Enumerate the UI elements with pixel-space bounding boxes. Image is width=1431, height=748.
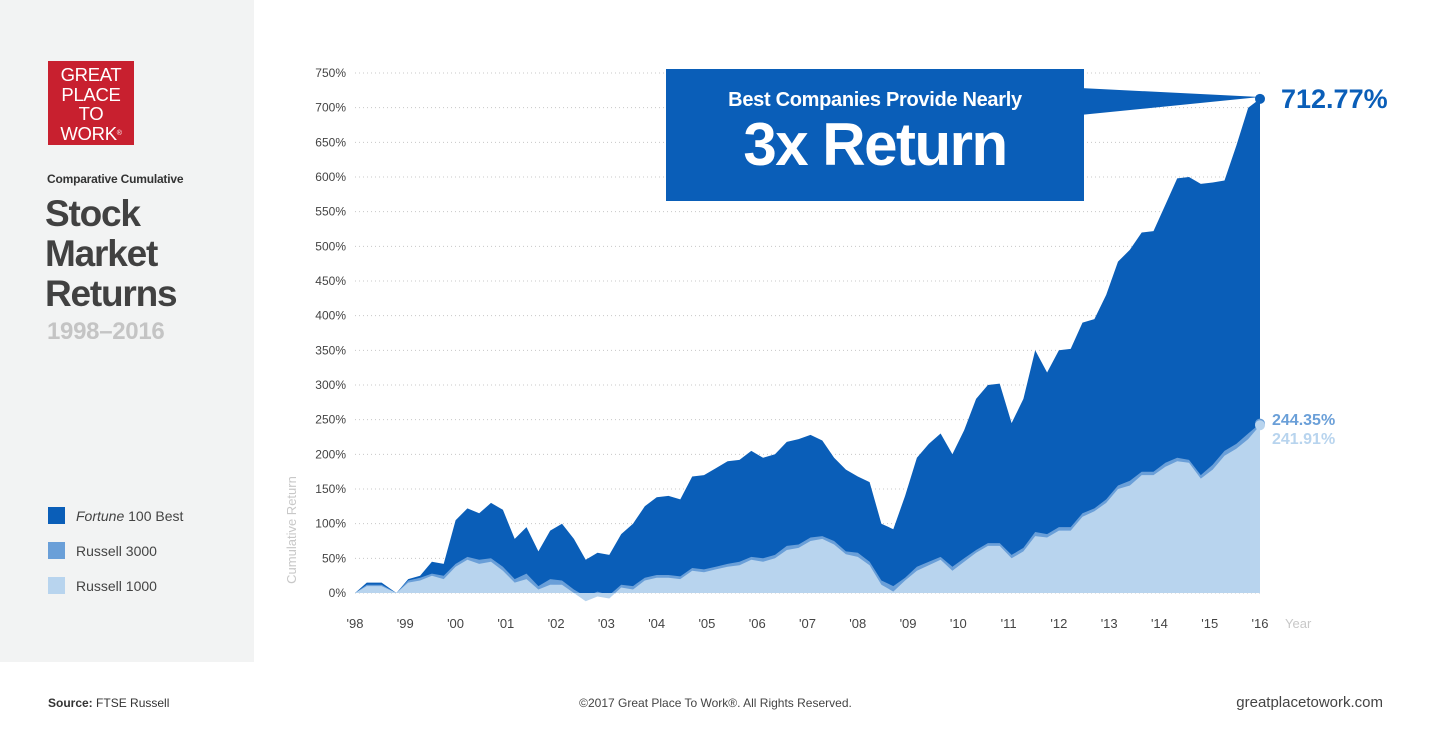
x-tick-label: '15 bbox=[1201, 616, 1218, 631]
page-title: Stock Market Returns bbox=[45, 194, 250, 314]
legend: Fortune 100 Best Russell 3000 Russell 10… bbox=[48, 498, 183, 603]
legend-label-fortune: Fortune 100 Best bbox=[76, 508, 183, 524]
x-tick-label: '02 bbox=[548, 616, 565, 631]
x-tick-label: '01 bbox=[497, 616, 514, 631]
x-tick-label: '00 bbox=[447, 616, 464, 631]
title-line-3: Returns bbox=[45, 273, 178, 314]
legend-item-russell-1000: Russell 1000 bbox=[48, 568, 183, 603]
y-tick-label: 250% bbox=[315, 413, 346, 427]
footer-source: Source: FTSE Russell bbox=[48, 696, 169, 710]
end-label-russell-3000: 244.35% bbox=[1272, 412, 1336, 429]
y-tick-label: 350% bbox=[315, 343, 346, 357]
title-line-2: Market bbox=[45, 233, 158, 274]
footer-copyright: ©2017 Great Place To Work®. All Rights R… bbox=[579, 696, 852, 710]
x-tick-label: '99 bbox=[397, 616, 414, 631]
y-tick-label: 400% bbox=[315, 309, 346, 323]
x-tick-label: '07 bbox=[799, 616, 816, 631]
x-tick-label: '12 bbox=[1050, 616, 1067, 631]
legend-label-fortune-italic: Fortune bbox=[76, 507, 125, 524]
y-axis-label: Cumulative Return bbox=[284, 476, 299, 584]
end-dot-2 bbox=[1255, 420, 1265, 431]
y-tick-labels: 0% 50% 100% 150% 200% 250% 300% 350% 400% 450% 500… bbox=[315, 66, 346, 600]
callout-pointer bbox=[1080, 88, 1260, 115]
footer-source-label: Source: bbox=[48, 696, 93, 710]
callout-line-1: Best Companies Provide Nearly bbox=[728, 89, 1022, 111]
x-tick-label: '09 bbox=[900, 616, 917, 631]
y-tick-label: 450% bbox=[315, 274, 346, 288]
logo-line-4: WORK® bbox=[48, 122, 134, 144]
x-tick-label: '08 bbox=[849, 616, 866, 631]
footer-source-value: FTSE Russell bbox=[96, 696, 170, 710]
x-tick-label: '13 bbox=[1101, 616, 1118, 631]
logo-registered-mark: ® bbox=[116, 129, 122, 137]
legend-swatch-russell-3000 bbox=[48, 542, 65, 559]
logo-line-3: TO bbox=[78, 103, 104, 124]
x-tick-labels: '98 '99 '00 '01 '02 '03 '04 '05 '06 '07 '08 '09 '10 '… bbox=[347, 616, 1269, 631]
x-tick-label: '11 bbox=[1001, 616, 1017, 631]
area-series-2 bbox=[355, 425, 1260, 602]
footer-website-link[interactable]: greatplacetowork.com bbox=[1236, 694, 1383, 711]
callout-line-2: 3x Return bbox=[743, 111, 1008, 178]
y-tick-label: 50% bbox=[322, 551, 346, 565]
y-tick-label: 150% bbox=[315, 482, 346, 496]
end-dot-0 bbox=[1255, 93, 1265, 104]
legend-label-russell-3000: Russell 3000 bbox=[76, 542, 157, 559]
logo-line-2: PLACE bbox=[61, 83, 121, 105]
end-label-russell-1000: 241.91% bbox=[1272, 431, 1336, 448]
x-tick-label: '98 bbox=[347, 616, 364, 631]
x-tick-label: '14 bbox=[1151, 616, 1168, 631]
x-tick-label: '10 bbox=[950, 616, 967, 631]
end-label-fortune: 712.77% bbox=[1281, 84, 1388, 114]
great-place-to-work-logo[interactable]: GREAT PLACE TO WORK® bbox=[48, 61, 134, 145]
legend-label-russell-1000: Russell 1000 bbox=[76, 577, 157, 594]
end-point-markers bbox=[1255, 93, 1265, 431]
y-tick-label: 650% bbox=[315, 135, 346, 149]
legend-item-fortune: Fortune 100 Best bbox=[48, 498, 183, 533]
legend-label-fortune-rest: 100 Best bbox=[124, 507, 184, 524]
y-tick-label: 750% bbox=[315, 66, 346, 80]
y-tick-label: 550% bbox=[315, 205, 346, 219]
y-tick-label: 0% bbox=[329, 586, 347, 600]
title-line-1: Stock bbox=[45, 193, 141, 234]
y-tick-label: 100% bbox=[315, 517, 346, 531]
series-areas bbox=[355, 98, 1260, 602]
sidebar-subtitle: Comparative Cumulative bbox=[47, 172, 184, 186]
x-tick-label: '06 bbox=[749, 616, 766, 631]
x-tick-label: '16 bbox=[1252, 616, 1269, 631]
area-series-0 bbox=[355, 98, 1260, 594]
callout-box: Best Companies Provide Nearly 3x Return bbox=[666, 69, 1084, 201]
x-axis-label: Year bbox=[1285, 616, 1312, 631]
x-tick-label: '04 bbox=[648, 616, 665, 631]
y-tick-label: 200% bbox=[315, 447, 346, 461]
logo-word-work: WORK bbox=[60, 122, 117, 144]
y-tick-label: 600% bbox=[315, 170, 346, 184]
legend-swatch-russell-1000 bbox=[48, 577, 65, 594]
legend-item-russell-3000: Russell 3000 bbox=[48, 533, 183, 568]
y-tick-label: 700% bbox=[315, 101, 346, 115]
x-tick-label: '05 bbox=[698, 616, 715, 631]
x-tick-label: '03 bbox=[598, 616, 615, 631]
y-tick-label: 300% bbox=[315, 378, 346, 392]
y-tick-label: 500% bbox=[315, 239, 346, 253]
legend-swatch-fortune bbox=[48, 507, 65, 524]
logo-line-1: GREAT bbox=[60, 64, 122, 85]
year-range: 1998–2016 bbox=[47, 318, 165, 345]
